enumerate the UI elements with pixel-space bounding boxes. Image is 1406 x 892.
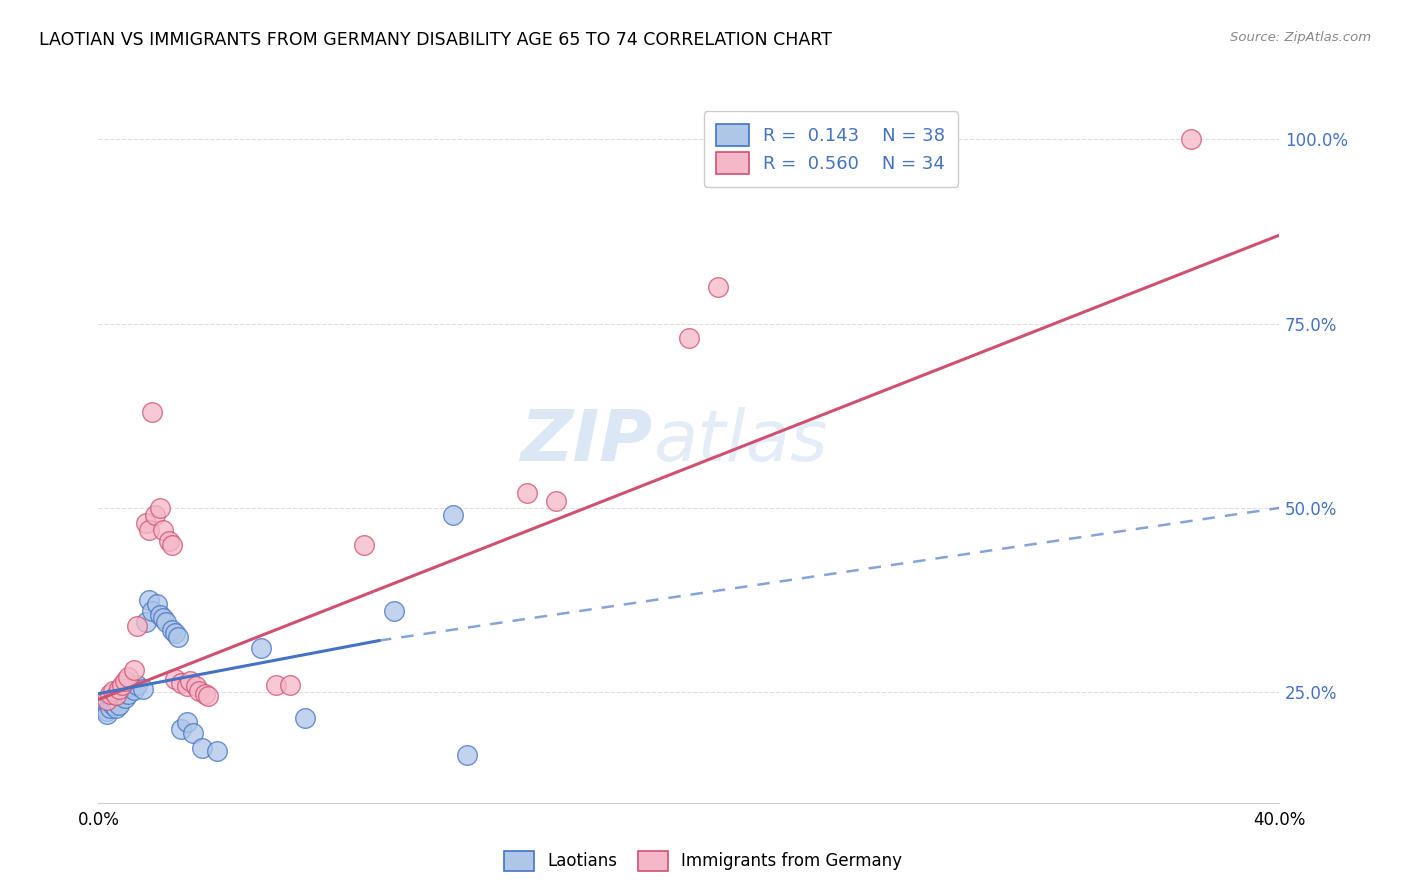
Point (98, 701, 121, 715)
Point (135, 615, 157, 630)
Point (146, 597, 169, 611)
Point (707, 279, 730, 293)
Point (98, 687, 121, 701)
Point (1180, 132, 1202, 146)
Point (152, 611, 174, 625)
Point (141, 604, 163, 618)
Point (205, 744, 228, 758)
Text: atlas: atlas (654, 407, 828, 476)
Point (98, 696, 121, 710)
Point (176, 679, 198, 693)
Point (165, 626, 187, 640)
Point (457, 747, 479, 762)
Point (179, 674, 201, 689)
Point (143, 508, 166, 523)
Point (294, 711, 316, 725)
Point (197, 689, 219, 703)
Point (111, 685, 134, 699)
Point (152, 523, 174, 537)
Point (114, 674, 136, 689)
Point (103, 683, 125, 698)
Point (280, 678, 302, 692)
Point (441, 508, 464, 523)
Point (108, 681, 131, 696)
Point (165, 672, 187, 686)
Point (353, 538, 375, 552)
Point (250, 640, 273, 655)
Point (155, 615, 177, 630)
Point (108, 689, 131, 703)
Point (117, 687, 139, 701)
Text: Source: ZipAtlas.com: Source: ZipAtlas.com (1230, 31, 1371, 45)
Point (96, 707, 118, 722)
Point (96, 692, 118, 706)
Point (117, 670, 139, 684)
Point (132, 681, 155, 696)
Point (105, 688, 128, 702)
Point (191, 740, 214, 755)
Point (135, 516, 157, 530)
Text: LAOTIAN VS IMMIGRANTS FROM GERMANY DISABILITY AGE 65 TO 74 CORRELATION CHART: LAOTIAN VS IMMIGRANTS FROM GERMANY DISAB… (39, 31, 832, 49)
Point (103, 698, 125, 713)
Point (93, 700, 115, 714)
Point (167, 630, 190, 644)
Point (96, 704, 118, 718)
Point (141, 405, 163, 419)
Point (516, 486, 538, 500)
Point (162, 623, 183, 637)
Point (138, 523, 160, 537)
Point (103, 692, 125, 706)
Legend: Laotians, Immigrants from Germany: Laotians, Immigrants from Germany (496, 842, 910, 880)
Point (382, 604, 405, 618)
Point (105, 701, 128, 715)
Point (114, 691, 136, 706)
Point (170, 676, 193, 690)
Point (108, 698, 131, 712)
Point (184, 679, 207, 693)
Point (181, 725, 204, 739)
Point (170, 722, 193, 736)
Point (120, 679, 142, 693)
Point (149, 607, 172, 622)
Point (125, 678, 148, 692)
Point (194, 687, 217, 701)
Point (678, 331, 700, 345)
Point (176, 714, 198, 729)
Point (122, 663, 145, 677)
Point (122, 683, 145, 698)
Point (105, 694, 128, 708)
Point (187, 683, 209, 698)
Point (149, 500, 172, 515)
Point (111, 678, 134, 692)
Text: ZIP: ZIP (522, 407, 654, 476)
Point (162, 538, 183, 552)
Point (546, 493, 568, 508)
Point (138, 593, 160, 607)
Point (125, 619, 148, 633)
Point (157, 534, 180, 549)
Point (264, 678, 287, 692)
Legend: R =  0.143    N = 38, R =  0.560    N = 34: R = 0.143 N = 38, R = 0.560 N = 34 (703, 111, 957, 186)
